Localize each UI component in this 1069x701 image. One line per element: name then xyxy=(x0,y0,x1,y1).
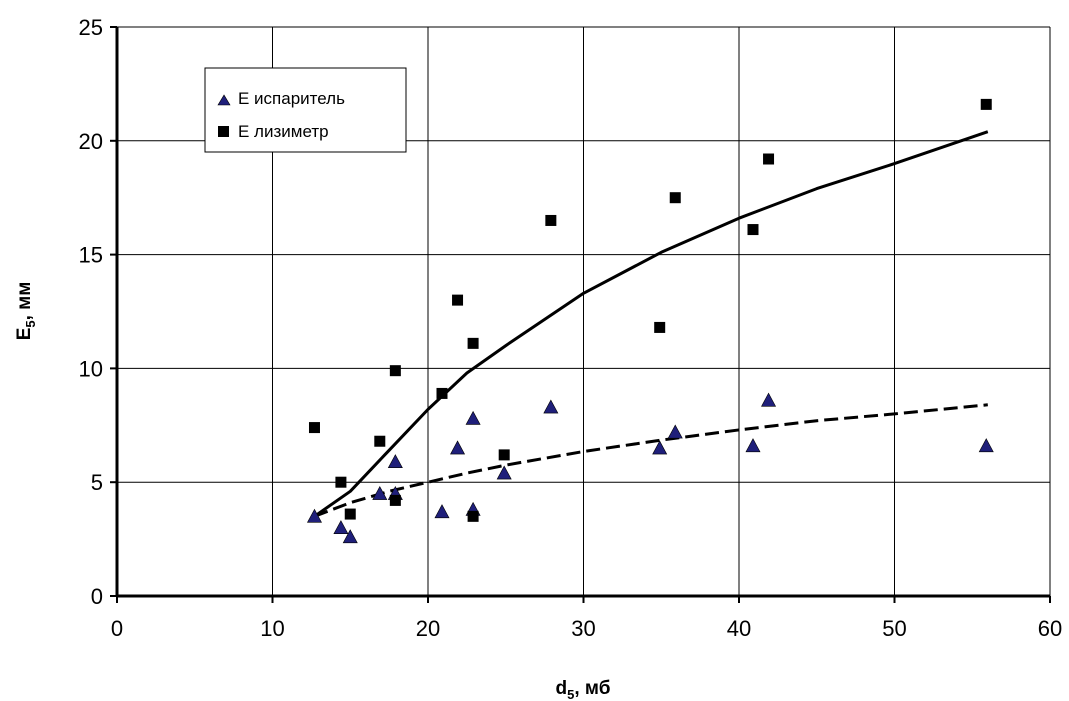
lysimeter-point xyxy=(452,294,464,306)
x-tick-label: 50 xyxy=(882,616,906,641)
lysimeter-trendline xyxy=(313,130,989,518)
lysimeter-point xyxy=(467,337,479,349)
lysimeter-point xyxy=(763,153,775,165)
y-tick-label: 25 xyxy=(79,15,103,40)
evaporator-point xyxy=(543,399,559,414)
legend-item-lysimeter: Е лизиметр xyxy=(218,122,329,141)
y-tick-label: 15 xyxy=(79,243,103,268)
evaporator-point xyxy=(652,440,668,455)
evaporator-point xyxy=(465,410,481,425)
evaporator-point xyxy=(387,454,403,469)
y-tick-label: 20 xyxy=(79,129,103,154)
x-axis-title: d5, мб xyxy=(556,678,611,701)
evaporator-point xyxy=(372,485,388,500)
evaporator-point xyxy=(342,529,358,544)
x-tick-label: 60 xyxy=(1038,616,1062,641)
axes xyxy=(110,26,1051,603)
data-points xyxy=(306,98,994,544)
y-tick-label: 10 xyxy=(79,356,103,381)
x-tick-label: 10 xyxy=(260,616,284,641)
lysimeter-point xyxy=(467,510,479,522)
lysimeter-point xyxy=(308,422,320,434)
lysimeter-point xyxy=(374,435,386,447)
x-tick-labels: 0 10 20 30 40 50 60 xyxy=(111,616,1062,641)
evaporator-point xyxy=(978,438,994,453)
x-tick-label: 40 xyxy=(727,616,751,641)
evaporator-point xyxy=(306,508,322,523)
lysimeter-point xyxy=(498,449,510,461)
evaporator-point xyxy=(434,504,450,519)
legend-label: Е испаритель xyxy=(238,89,345,108)
lysimeter-point xyxy=(747,224,759,236)
x-tick-label: 0 xyxy=(111,616,123,641)
lysimeter-point xyxy=(389,494,401,506)
evaporator-point xyxy=(333,520,349,535)
evaporator-point xyxy=(496,465,512,480)
lysimeter-point xyxy=(389,365,401,377)
evaporator-point xyxy=(667,424,683,439)
lysimeter-point xyxy=(335,476,347,488)
evaporator-point xyxy=(450,440,466,455)
lysimeter-point xyxy=(545,214,557,226)
evaporator-point xyxy=(745,438,761,453)
x-tick-label: 30 xyxy=(571,616,595,641)
evaporator-point xyxy=(761,392,777,407)
lysimeter-point xyxy=(980,98,992,110)
lysimeter-point xyxy=(669,192,681,204)
legend-label: Е лизиметр xyxy=(238,122,329,141)
triangle-marker-icon xyxy=(217,94,231,106)
y-tick-label: 0 xyxy=(91,584,103,609)
legend-item-evaporator: Е испаритель xyxy=(217,89,345,108)
legend-box xyxy=(204,67,407,153)
square-marker-icon xyxy=(218,126,229,137)
legend: Е испаритель Е лизиметр xyxy=(204,67,407,153)
lysimeter-point xyxy=(436,387,448,399)
y-axis-title: E5, мм xyxy=(14,282,38,341)
x-tick-label: 20 xyxy=(416,616,440,641)
y-tick-labels: 0 5 10 15 20 25 xyxy=(79,15,103,609)
lysimeter-point xyxy=(654,321,666,333)
lysimeter-point xyxy=(344,508,356,520)
y-tick-label: 5 xyxy=(91,470,103,495)
